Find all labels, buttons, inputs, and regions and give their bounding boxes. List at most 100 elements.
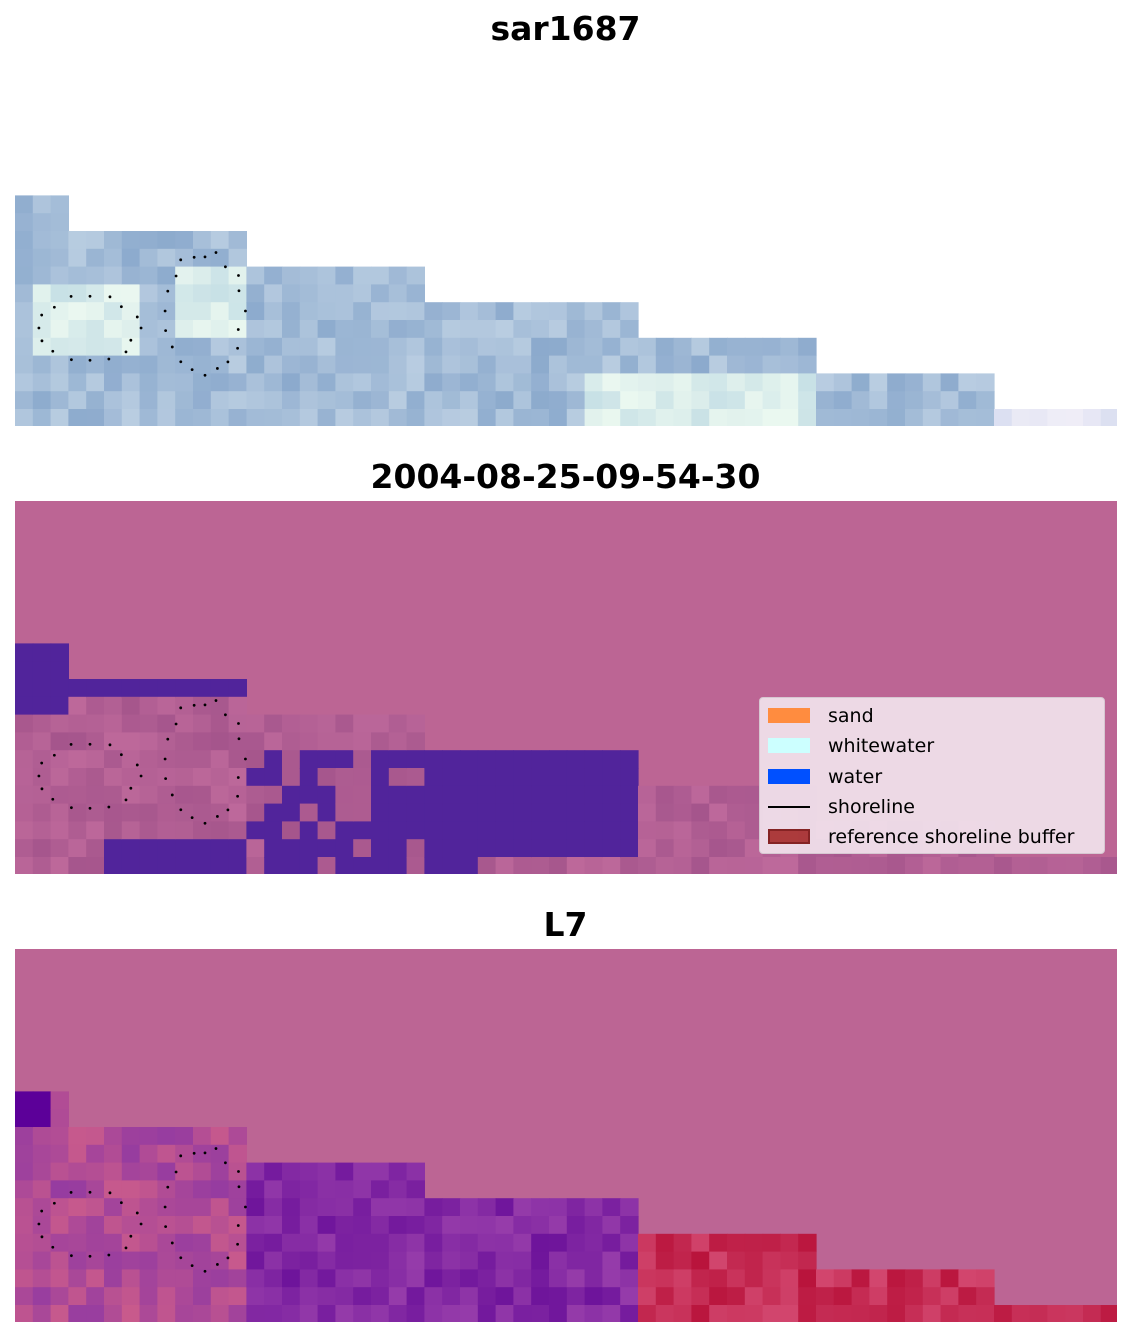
pixel xyxy=(602,320,621,339)
pixel xyxy=(940,1287,959,1306)
pixel xyxy=(549,821,568,840)
pixel xyxy=(584,1305,603,1322)
pixel xyxy=(851,1287,870,1306)
shoreline-point xyxy=(166,1185,170,1189)
pixel xyxy=(32,1127,52,1146)
pixel xyxy=(549,391,568,410)
shoreline-point xyxy=(190,1264,194,1267)
pixel xyxy=(1011,857,1031,874)
pixel xyxy=(691,373,710,392)
pixel xyxy=(406,1251,425,1270)
pixel xyxy=(460,1216,479,1235)
pixel xyxy=(157,785,176,805)
pixel xyxy=(175,284,194,303)
pixel xyxy=(86,373,105,392)
pixel xyxy=(210,732,230,751)
pixel xyxy=(175,302,194,321)
pixel xyxy=(905,1287,924,1306)
pixel xyxy=(317,302,336,321)
pixel xyxy=(86,231,105,250)
pixel xyxy=(86,1305,105,1322)
pixel xyxy=(15,1305,34,1322)
pixel xyxy=(442,1216,461,1235)
pixel xyxy=(299,391,319,410)
shoreline-point xyxy=(88,1190,92,1194)
pixel xyxy=(513,750,532,769)
pixel xyxy=(976,391,995,410)
pixel xyxy=(68,1269,87,1288)
pixel xyxy=(442,803,461,822)
pixel xyxy=(246,1180,265,1199)
pixel xyxy=(68,248,87,268)
pixel xyxy=(50,1109,69,1128)
pixel xyxy=(780,1287,799,1306)
pixel xyxy=(673,803,692,822)
pixel xyxy=(104,1162,123,1181)
pixel xyxy=(566,320,586,339)
pixel xyxy=(620,839,639,858)
pixel xyxy=(442,839,461,858)
pixel xyxy=(388,1180,408,1199)
pixel xyxy=(620,857,639,874)
pixel xyxy=(798,1287,817,1306)
pixel xyxy=(798,1233,817,1253)
pixel xyxy=(282,337,301,357)
pixel xyxy=(15,1091,34,1110)
pixel xyxy=(50,750,69,769)
pixel xyxy=(335,785,354,805)
pixel xyxy=(317,1233,336,1253)
pixel xyxy=(121,857,141,874)
pixel xyxy=(620,1251,639,1270)
pixel xyxy=(442,302,461,321)
pixel xyxy=(264,1269,283,1288)
shoreline-point xyxy=(215,367,219,370)
pixel xyxy=(175,1127,194,1146)
pixel xyxy=(175,1233,194,1253)
pixel xyxy=(673,785,692,805)
pixel xyxy=(157,391,176,410)
shoreline-point xyxy=(52,1201,56,1205)
pixel xyxy=(442,1269,461,1288)
pixel xyxy=(371,284,390,303)
pixel xyxy=(32,803,52,822)
pixel xyxy=(709,337,728,357)
pixel xyxy=(50,337,69,357)
pixel xyxy=(620,1269,639,1288)
pixel xyxy=(317,768,336,787)
pixel xyxy=(638,785,657,805)
pixel xyxy=(32,1269,52,1288)
pixel xyxy=(958,409,977,426)
pixel xyxy=(86,320,105,339)
pixel xyxy=(264,337,283,357)
pixel xyxy=(798,391,817,410)
pixel xyxy=(549,337,568,357)
pixel xyxy=(86,1269,105,1288)
pixel xyxy=(299,284,319,303)
shoreline-point xyxy=(119,305,123,309)
shoreline-point xyxy=(88,1254,92,1258)
pixel xyxy=(15,1198,34,1217)
pixel xyxy=(246,1233,265,1253)
pixel xyxy=(175,732,194,751)
pixel xyxy=(86,732,105,751)
pixel xyxy=(32,696,52,716)
pixel xyxy=(477,391,497,410)
pixel xyxy=(15,248,34,268)
pixel xyxy=(851,391,870,410)
pixel xyxy=(691,355,710,374)
shoreline-point xyxy=(174,274,178,278)
pixel xyxy=(709,1305,728,1322)
pixel xyxy=(50,1180,69,1199)
pixel xyxy=(406,821,425,840)
pixel xyxy=(246,373,265,392)
pixel xyxy=(86,857,105,874)
pixel xyxy=(193,1144,212,1164)
pixel xyxy=(460,785,479,805)
pixel xyxy=(299,785,319,805)
pixel xyxy=(264,732,283,751)
pixel xyxy=(139,1127,158,1146)
pixel xyxy=(175,1287,194,1306)
pixel xyxy=(353,409,372,426)
pixel xyxy=(495,409,514,426)
pixel xyxy=(104,391,123,410)
